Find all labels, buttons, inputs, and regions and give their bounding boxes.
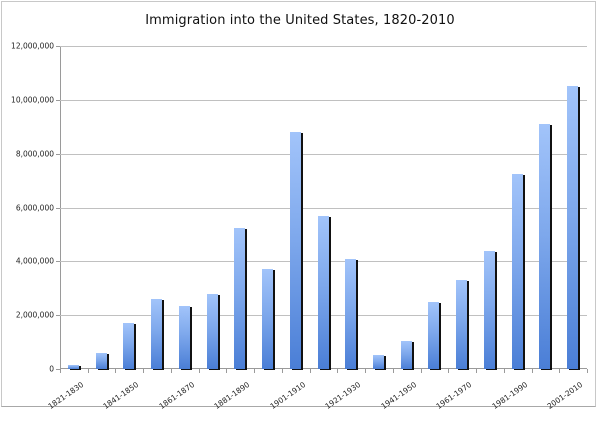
y-tick-label: 10,000,000: [11, 95, 54, 105]
bar-1991-2000: [539, 124, 551, 369]
bar-1901-1910: [289, 132, 301, 369]
gridline: [60, 207, 587, 209]
x-tick: [392, 369, 394, 373]
bar-1951-1960: [428, 301, 440, 369]
x-tick: [337, 369, 339, 373]
y-tick: [56, 261, 60, 263]
x-tick: [60, 369, 61, 373]
x-tick: [476, 369, 478, 373]
bar-1881-1890: [234, 227, 246, 369]
bar-1961-1970: [456, 280, 468, 369]
bar-1851-1860: [151, 299, 163, 369]
y-tick-label: 6,000,000: [15, 203, 54, 212]
gridline: [60, 46, 587, 47]
x-tick: [281, 369, 283, 373]
y-tick-label: 2,000,000: [15, 310, 54, 320]
x-tick: [226, 369, 228, 373]
bar-1931-1940: [372, 354, 384, 369]
bar-2001-2010: [567, 86, 579, 369]
y-tick: [56, 207, 60, 209]
bar-1921-1930: [345, 258, 357, 369]
x-tick: [309, 369, 311, 373]
bar-1911-1920: [317, 215, 329, 369]
x-tick: [587, 369, 588, 373]
x-tick: [170, 369, 172, 373]
y-tick-label: 8,000,000: [15, 149, 54, 159]
x-tick: [87, 369, 89, 373]
bar-1941-1950: [400, 341, 412, 369]
bar-1891-1900: [262, 269, 274, 369]
x-tick: [115, 369, 117, 373]
y-tick-label: 4,000,000: [15, 256, 54, 266]
x-tick: [198, 369, 200, 373]
bar-1981-1990: [511, 173, 523, 369]
bar-1971-1980: [483, 250, 495, 369]
y-tick: [56, 99, 60, 101]
y-tick: [56, 46, 60, 47]
bar-1841-1850: [123, 323, 135, 369]
gridline: [60, 99, 587, 101]
chart-title: Immigration into the United States, 1820…: [145, 13, 455, 28]
x-tick: [365, 369, 367, 373]
bar-1821-1830: [67, 364, 79, 369]
x-tick: [448, 369, 450, 373]
x-tick: [559, 369, 561, 373]
x-tick: [531, 369, 533, 373]
y-tick: [56, 369, 60, 370]
x-tick: [143, 369, 145, 373]
y-tick-label: 12,000,000: [11, 41, 54, 51]
y-tick-label: 0: [49, 364, 54, 374]
y-tick: [56, 153, 60, 155]
x-tick: [503, 369, 505, 373]
x-tick: [254, 369, 256, 373]
bar-1861-1870: [178, 305, 190, 369]
gridline: [60, 153, 587, 155]
bar-1831-1840: [95, 352, 107, 369]
bar-1871-1880: [206, 293, 218, 369]
x-tick: [420, 369, 422, 373]
plot-area: [56, 46, 588, 373]
y-tick: [56, 315, 60, 317]
